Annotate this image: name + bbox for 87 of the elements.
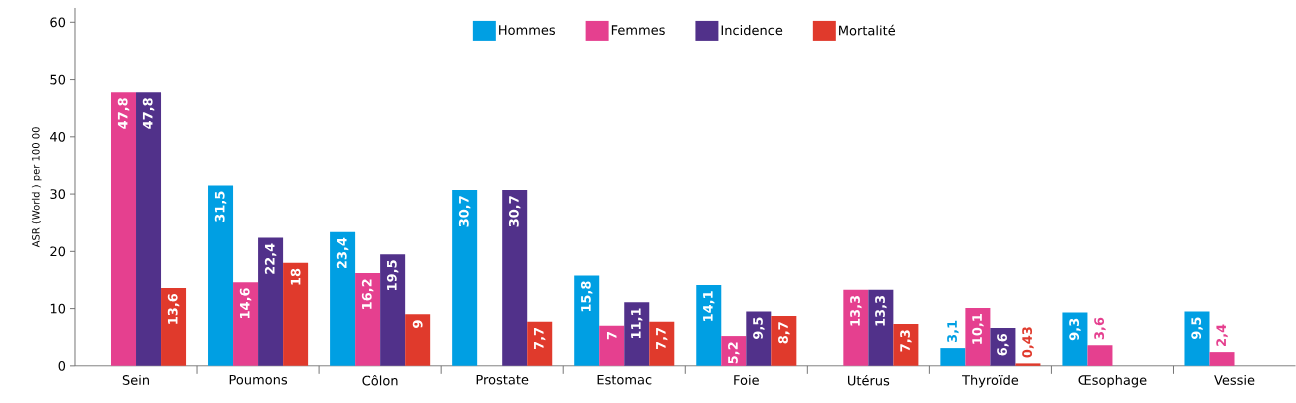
legend-label: Hommes (499, 25, 555, 36)
y-tick-label: 30 (50, 189, 66, 200)
bar (990, 328, 1016, 366)
bar (1087, 345, 1113, 366)
data-label: 7 (606, 332, 617, 340)
bar (1184, 311, 1210, 366)
x-tick-label: Côlon (362, 374, 398, 386)
data-label: 31,5 (214, 191, 227, 222)
data-label: 14,6 (239, 288, 252, 319)
bar (527, 321, 553, 366)
x-tick-label: Utérus (848, 374, 890, 386)
data-label: 3,6 (1094, 317, 1106, 340)
data-label: 16,2 (361, 279, 374, 309)
y-tick-label: 20 (50, 246, 66, 257)
y-axis-title: ASR (World ) per 100 00 (31, 127, 42, 248)
data-label: 0,43 (1022, 327, 1034, 358)
data-label: 13,3 (850, 296, 862, 326)
data-label: 7,7 (534, 328, 546, 350)
legend-label: Mortalité (839, 24, 896, 36)
y-tick-label: 40 (50, 131, 66, 142)
x-tick-label: Sein (122, 374, 149, 386)
bar (208, 185, 234, 366)
bar (136, 92, 162, 366)
bar (746, 311, 772, 366)
legend-label: Incidence (721, 25, 783, 36)
legend-label: Femmes (611, 25, 665, 36)
bar (599, 325, 625, 366)
data-label: 47,8 (142, 98, 155, 129)
bar (355, 273, 381, 366)
x-tick-label: Poumons (229, 374, 288, 385)
bar (574, 275, 600, 366)
bar (111, 92, 137, 366)
bar (1062, 312, 1088, 366)
bar (502, 190, 528, 366)
data-label: 47,8 (117, 98, 130, 129)
x-tick-label: Vessie (1214, 374, 1255, 386)
data-label: 15,8 (580, 281, 593, 312)
data-label: 18 (290, 268, 301, 285)
y-tick-label: 10 (50, 303, 66, 314)
bar (696, 285, 722, 366)
bar (405, 314, 431, 366)
x-tick-label: Estomac (597, 374, 652, 385)
data-label: 6,6 (997, 334, 1009, 356)
data-label: 3,1 (947, 320, 959, 343)
data-label: 14,1 (703, 291, 715, 321)
data-label: 13,3 (875, 296, 887, 326)
data-label: 11,1 (631, 308, 643, 339)
data-label: 22,4 (264, 243, 277, 274)
bar (161, 288, 187, 366)
bar (940, 348, 966, 366)
x-tick-label: Thyroïde (962, 374, 1019, 388)
data-label: 30,7 (458, 196, 471, 227)
data-label: 2,4 (1216, 324, 1228, 346)
data-label: 8,7 (778, 322, 790, 344)
bar (843, 289, 869, 366)
bar (258, 237, 284, 366)
bar (771, 316, 797, 366)
data-label: 23,4 (336, 237, 349, 269)
x-tick-label: Œsophage (1078, 374, 1147, 388)
data-label: 9,3 (1069, 318, 1081, 341)
data-label: 19,5 (386, 260, 399, 291)
data-label: 30,7 (508, 196, 521, 227)
data-label: 10,1 (972, 314, 984, 344)
bar (1209, 352, 1235, 366)
bar (380, 254, 406, 366)
bar (283, 262, 309, 366)
data-label: 13,6 (167, 293, 180, 324)
bar (1015, 363, 1041, 366)
bar (330, 231, 356, 366)
bar (233, 282, 259, 366)
data-label: 5,2 (728, 342, 740, 364)
data-label: 7,7 (656, 328, 668, 350)
y-tick-label: 50 (50, 74, 66, 85)
bar (624, 302, 650, 366)
bar (649, 321, 675, 366)
x-tick-label: Prostate (476, 374, 529, 385)
bar (868, 289, 894, 366)
bar (893, 324, 919, 366)
data-label: 9,5 (1191, 317, 1203, 340)
x-tick-label: Foie (734, 374, 759, 386)
data-label: 9 (412, 320, 423, 328)
y-tick-label: 0 (58, 361, 66, 371)
bar (965, 308, 991, 366)
y-tick-label: 60 (50, 17, 66, 28)
data-label: 7,3 (900, 330, 912, 352)
bar (452, 190, 478, 366)
data-label: 9,5 (753, 317, 765, 340)
